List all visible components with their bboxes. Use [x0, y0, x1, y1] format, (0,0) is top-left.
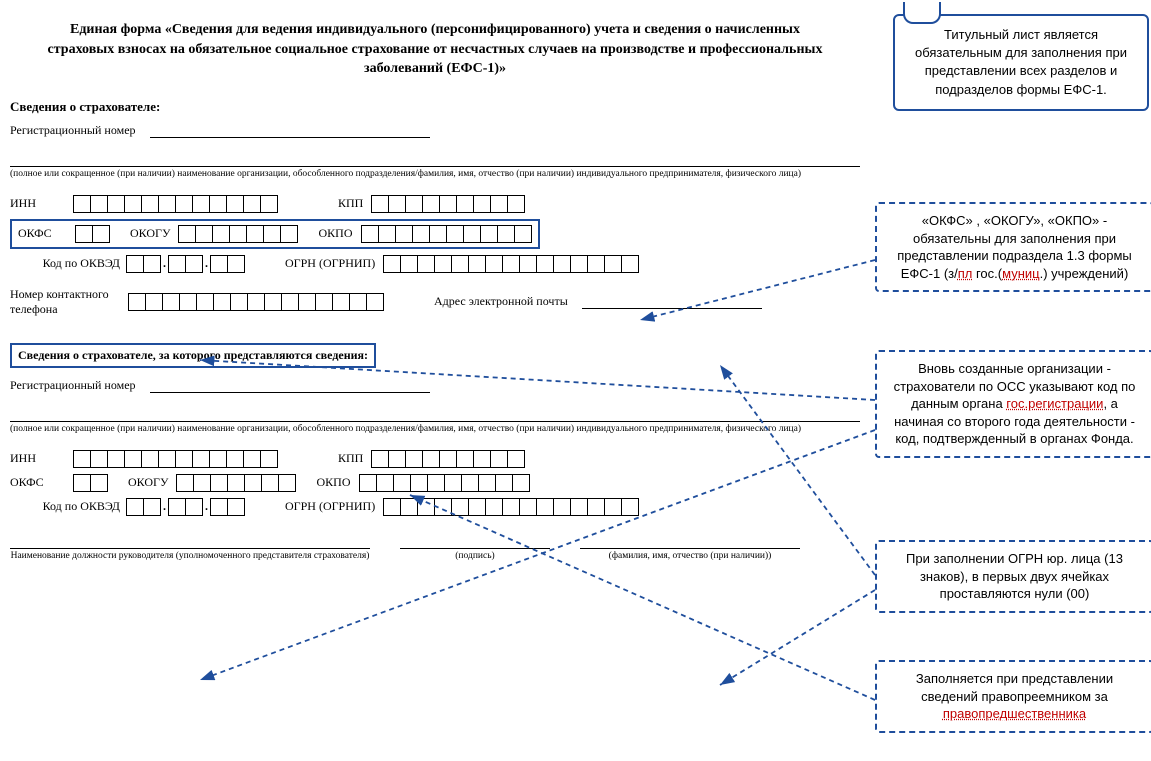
email-line — [582, 294, 762, 309]
okved-ogrn-row: Код по ОКВЭД . . ОГРН (ОГРНИП) — [10, 255, 860, 273]
okfs-cells-2 — [73, 474, 108, 492]
email-label: Адрес электронной почты — [434, 294, 568, 309]
inn-kpp-row: ИНН КПП — [10, 195, 860, 213]
kpp-label-2: КПП — [338, 451, 363, 466]
org-name-line — [10, 152, 860, 167]
okfs-row-2: ОКФС ОКОГУ ОКПО — [10, 474, 860, 492]
sig-hint-position: Наименование должности руководителя (упо… — [10, 551, 370, 561]
section2-title-box: Сведения о страхователе, за которого пре… — [10, 343, 376, 368]
reg-number-row-2: Регистрационный номер — [10, 378, 860, 393]
inn-cells — [73, 195, 278, 213]
ogrn-cells — [383, 255, 639, 273]
org-name-hint-2: (полное или сокращенное (при наличии) на… — [10, 424, 860, 434]
signature-row: Наименование должности руководителя (упо… — [10, 534, 860, 561]
okved-cells-3 — [210, 255, 245, 273]
sig-line-position — [10, 534, 370, 549]
okfs-label-2: ОКФС — [10, 475, 65, 490]
callout-ogrn: При заполнении ОГРН юр. лица (13 знаков)… — [875, 540, 1151, 613]
okved-ogrn-row-2: Код по ОКВЭД . . ОГРН (ОГРНИП) — [10, 498, 860, 516]
kpp-label: КПП — [338, 196, 363, 211]
okogu-label: ОКОГУ — [130, 226, 170, 241]
okved-cells-2b — [168, 498, 203, 516]
ogrn-label: ОГРН (ОГРНИП) — [285, 256, 375, 271]
callout-4-text: При заполнении ОГРН юр. лица (13 знаков)… — [906, 551, 1123, 601]
okpo-cells-2 — [359, 474, 530, 492]
phone-label: Номер контактного телефона — [10, 287, 120, 317]
okpo-label: ОКПО — [318, 226, 352, 241]
inn-label-2: ИНН — [10, 451, 65, 466]
scroll-icon — [903, 2, 941, 24]
okved-cells-1 — [126, 255, 161, 273]
okved-label-2: Код по ОКВЭД — [10, 499, 120, 514]
okved-cells-3b — [210, 498, 245, 516]
section2: Сведения о страхователе, за которого пре… — [10, 343, 860, 368]
ogrn-cells-2 — [383, 498, 639, 516]
reg-number-label-2: Регистрационный номер — [10, 378, 136, 393]
okogu-cells-2 — [176, 474, 296, 492]
okfs-cells — [75, 225, 110, 243]
okfs-label: ОКФС — [18, 226, 67, 241]
section-insurer: Сведения о страхователе: — [10, 99, 860, 115]
inn-kpp-row-2: ИНН КПП — [10, 450, 860, 468]
inn-cells-2 — [73, 450, 278, 468]
callout-okfs: «ОКФС» , «ОКОГУ», «ОКПО» - обязательны д… — [875, 202, 1151, 292]
sig-hint-fio: (фамилия, имя, отчество (при наличии)) — [580, 551, 800, 561]
sig-line-fio — [580, 534, 800, 549]
okfs-row: ОКФС ОКОГУ ОКПО — [10, 219, 860, 249]
okogu-label-2: ОКОГУ — [128, 475, 168, 490]
form-title: Единая форма «Сведения для ведения индив… — [40, 20, 830, 79]
org-name-hint: (полное или сокращенное (при наличии) на… — [10, 169, 860, 179]
sig-hint-sign: (подпись) — [400, 551, 550, 561]
reg-number-row: Регистрационный номер — [10, 123, 860, 138]
okogu-cells — [178, 225, 298, 243]
callout-title-page: Титульный лист является обязательным для… — [893, 14, 1149, 111]
ogrn-label-2: ОГРН (ОГРНИП) — [285, 499, 375, 514]
org-name-line-2 — [10, 407, 860, 422]
okpo-cells — [361, 225, 532, 243]
reg-number-label: Регистрационный номер — [10, 123, 136, 138]
reg-number-line-2 — [150, 378, 430, 393]
okfs-okogu-okpo-box: ОКФС ОКОГУ ОКПО — [10, 219, 540, 249]
callout-1-text: Титульный лист является обязательным для… — [915, 27, 1127, 97]
okved-label: Код по ОКВЭД — [10, 256, 120, 271]
callout-okved: Вновь созданные организации - страховате… — [875, 350, 1151, 458]
form-document: Единая форма «Сведения для ведения индив… — [10, 10, 860, 561]
kpp-cells — [371, 195, 525, 213]
sig-line-sign — [400, 534, 550, 549]
okved-cells-1b — [126, 498, 161, 516]
kpp-cells-2 — [371, 450, 525, 468]
inn-label: ИНН — [10, 196, 65, 211]
phone-cells — [128, 293, 384, 311]
reg-number-line — [150, 123, 430, 138]
okved-cells-2 — [168, 255, 203, 273]
callout-successor: Заполняется при представлении сведений п… — [875, 660, 1151, 733]
phone-email-row: Номер контактного телефона Адрес электро… — [10, 287, 860, 317]
okpo-label-2: ОКПО — [316, 475, 350, 490]
